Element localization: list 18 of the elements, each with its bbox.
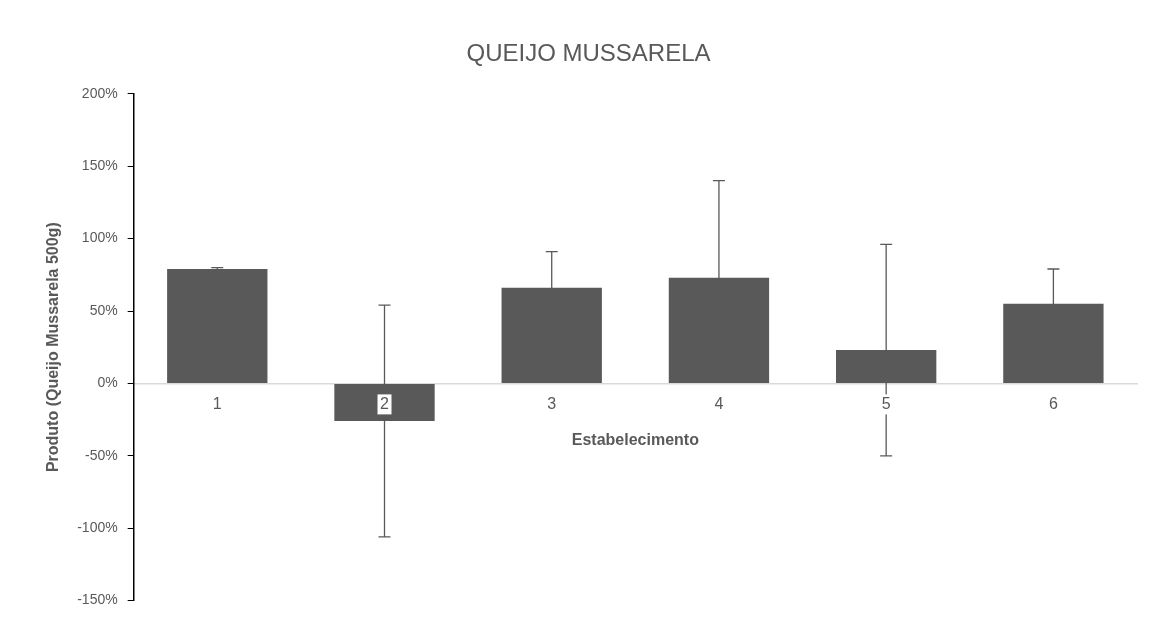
x-tick-label: 1 <box>212 395 222 413</box>
x-tick-label: 5 <box>881 395 891 413</box>
x-axis-title: Estabelecimento <box>571 430 700 448</box>
x-tick-label: 3 <box>547 395 557 413</box>
x-tick-label: 6 <box>1048 395 1058 413</box>
y-tick-label: 100% <box>81 229 118 246</box>
y-tick-label: 150% <box>81 157 118 174</box>
y-tick-label: 0% <box>97 374 118 391</box>
y-tick-label: -100% <box>77 519 118 536</box>
x-tick-label: 4 <box>714 395 724 413</box>
y-tick-label: 50% <box>89 301 118 318</box>
y-axis-title: Produto (Queijo Mussarela 500g) <box>44 222 62 473</box>
y-tick-label: 200% <box>81 84 118 101</box>
y-tick-label: -150% <box>77 591 118 608</box>
chart-title: QUEIJO MUSSARELA <box>466 39 711 67</box>
y-tick-label: -50% <box>84 446 118 463</box>
bar <box>167 269 268 383</box>
x-tick-label: 2 <box>380 395 390 413</box>
